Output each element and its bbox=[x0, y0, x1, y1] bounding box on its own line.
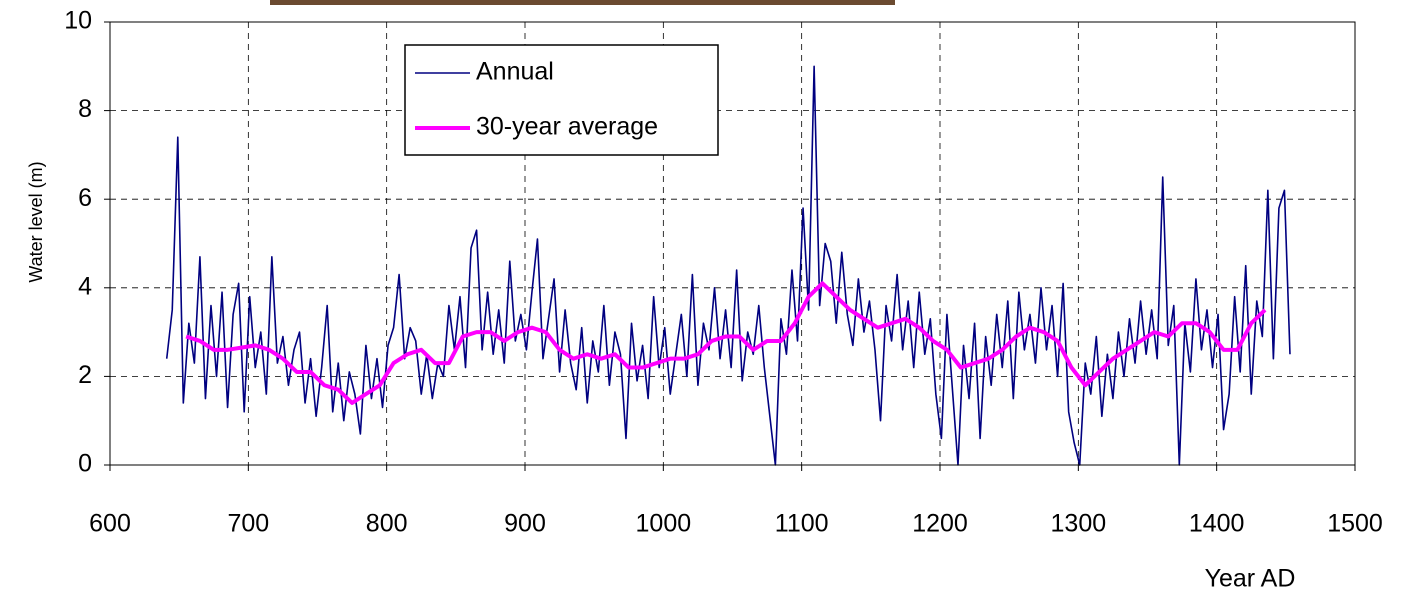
y-tick-label: 2 bbox=[78, 361, 92, 389]
x-tick-label: 600 bbox=[89, 510, 131, 538]
x-tick-label: 700 bbox=[227, 510, 269, 538]
series-line bbox=[165, 65, 1291, 466]
x-tick-label: 1500 bbox=[1327, 510, 1383, 538]
y-tick-label: 8 bbox=[78, 95, 92, 123]
plot bbox=[165, 65, 1291, 466]
photo-edge bbox=[270, 0, 895, 5]
x-tick-label: 1100 bbox=[775, 510, 829, 538]
y-tick-label: 0 bbox=[78, 450, 92, 478]
y-tick-label: 6 bbox=[78, 184, 92, 212]
series-line bbox=[185, 281, 1267, 405]
y-axis-label: Water level (m) bbox=[26, 161, 46, 282]
legend-label: 30-year average bbox=[476, 113, 658, 141]
plot-frame bbox=[109, 21, 1356, 466]
y-tick-label: 4 bbox=[78, 272, 92, 300]
x-tick-label: 900 bbox=[504, 510, 546, 538]
x-tick-label: 1400 bbox=[1189, 510, 1245, 538]
x-tick-label: 1300 bbox=[1051, 510, 1107, 538]
grid bbox=[104, 21, 1356, 471]
x-tick-label: 800 bbox=[366, 510, 408, 538]
legend: Annual 30-year average bbox=[404, 44, 719, 156]
x-tick-label: 1000 bbox=[636, 510, 692, 538]
legend-box bbox=[404, 44, 719, 156]
y-tick-label: 10 bbox=[64, 7, 92, 35]
legend-label: Annual bbox=[476, 58, 554, 86]
x-tick-label: 1200 bbox=[912, 510, 968, 538]
x-axis-label: Year AD bbox=[1205, 565, 1296, 593]
